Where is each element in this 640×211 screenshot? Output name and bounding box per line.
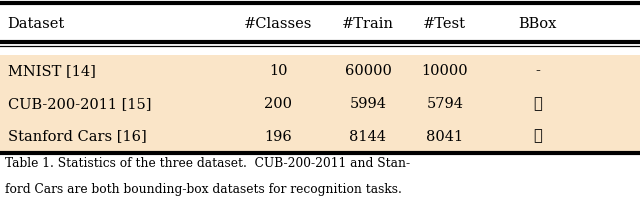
Text: -: - — [535, 64, 540, 78]
Text: MNIST [14]: MNIST [14] — [8, 64, 95, 78]
Text: 8144: 8144 — [349, 130, 387, 144]
Text: #Test: #Test — [423, 17, 467, 31]
Bar — [0, 88, 640, 120]
Text: 60000: 60000 — [344, 64, 392, 78]
Text: 196: 196 — [264, 130, 292, 144]
Text: ✓: ✓ — [533, 130, 542, 144]
Text: CUB-200-2011 [15]: CUB-200-2011 [15] — [8, 97, 151, 111]
Text: #Classes: #Classes — [244, 17, 312, 31]
Text: ford Cars are both bounding-box datasets for recognition tasks.: ford Cars are both bounding-box datasets… — [5, 183, 402, 196]
Bar — [0, 120, 640, 153]
Text: ✓: ✓ — [533, 97, 542, 111]
Text: Table 1. Statistics of the three dataset.  CUB-200-2011 and Stan-: Table 1. Statistics of the three dataset… — [5, 157, 410, 170]
Text: 10: 10 — [269, 64, 287, 78]
Text: 5994: 5994 — [349, 97, 387, 111]
Text: #Train: #Train — [342, 17, 394, 31]
Text: BBox: BBox — [518, 17, 557, 31]
Text: Stanford Cars [16]: Stanford Cars [16] — [8, 130, 147, 144]
Text: 200: 200 — [264, 97, 292, 111]
Bar — [0, 55, 640, 88]
Text: 10000: 10000 — [422, 64, 468, 78]
Text: 8041: 8041 — [426, 130, 463, 144]
Text: 5794: 5794 — [426, 97, 463, 111]
Text: Dataset: Dataset — [8, 17, 65, 31]
